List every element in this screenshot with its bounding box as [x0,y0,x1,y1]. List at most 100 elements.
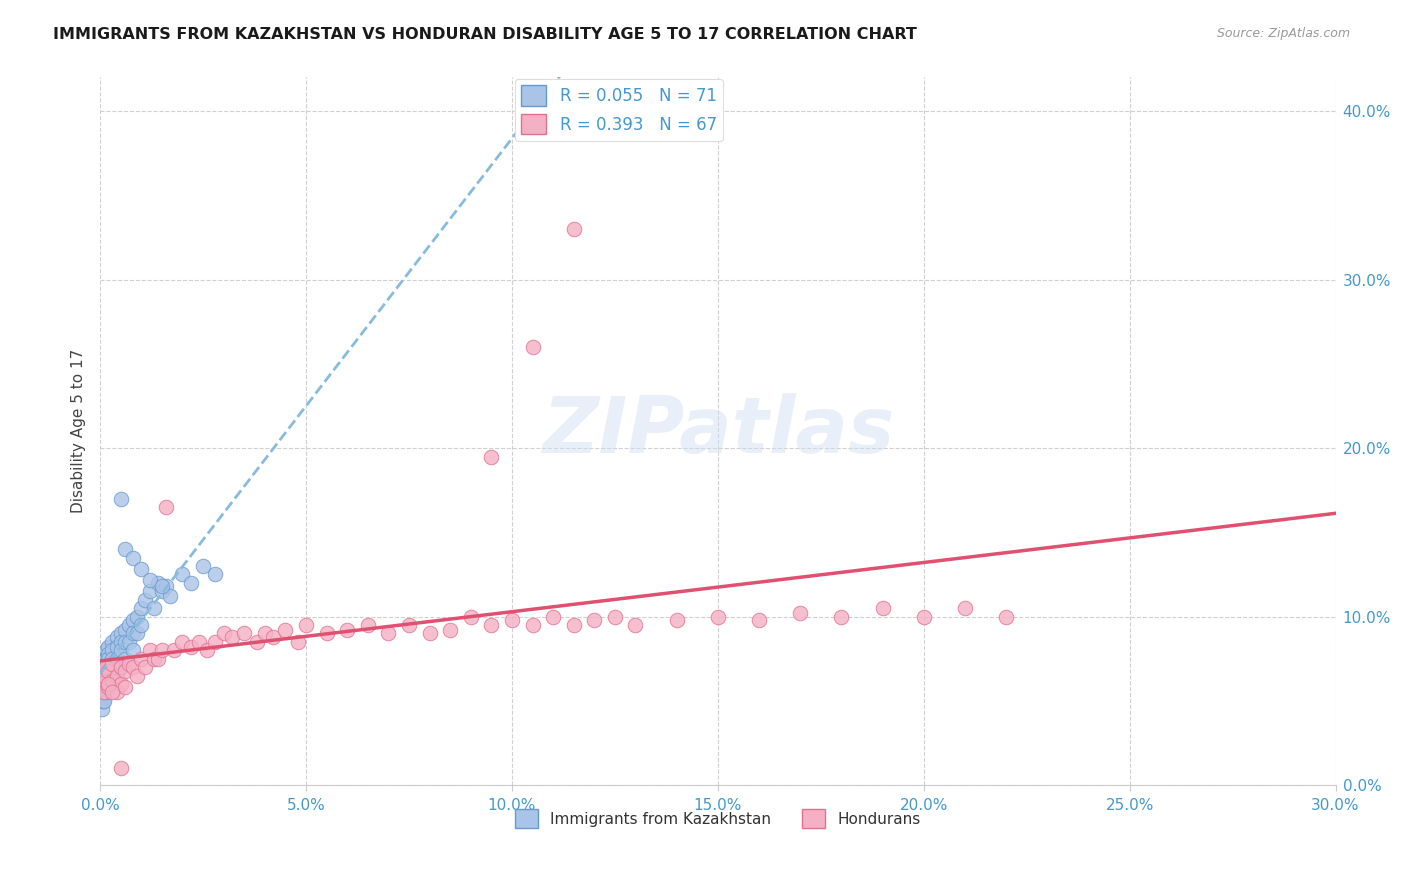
Point [163,643,186,657]
Point [188,635,211,649]
Point [97,640,120,654]
Point [114,635,136,649]
Point [97,647,120,661]
Point [96,657,118,671]
Point [101,685,124,699]
Point [583,613,606,627]
Point [522,340,544,354]
Point [93,677,115,691]
Point [479,450,502,464]
Point [105,640,128,654]
Point [91,685,114,699]
Point [110,660,132,674]
Point [912,609,935,624]
Point [127,668,149,682]
Point [131,601,153,615]
Point [101,651,124,665]
Point [114,542,136,557]
Point [93,694,115,708]
Point [180,575,202,590]
Point [830,609,852,624]
Point [138,584,160,599]
Point [142,651,165,665]
Point [419,626,441,640]
Point [93,685,115,699]
Point [603,609,626,624]
Point [180,640,202,654]
Point [91,677,114,691]
Point [995,609,1018,624]
Point [624,618,647,632]
Point [93,664,115,678]
Point [101,677,124,691]
Point [110,660,132,674]
Point [96,660,118,674]
Point [357,618,380,632]
Point [105,630,128,644]
Point [398,618,420,632]
Point [122,626,145,640]
Point [93,677,115,691]
Point [93,668,115,682]
Point [155,579,177,593]
Point [789,606,811,620]
Point [315,626,337,640]
Point [377,626,399,640]
Point [122,660,145,674]
Legend: Immigrants from Kazakhstan, Hondurans: Immigrants from Kazakhstan, Hondurans [509,803,927,834]
Point [522,618,544,632]
Point [138,643,160,657]
Point [101,664,124,678]
Text: IMMIGRANTS FROM KAZAKHSTAN VS HONDURAN DISABILITY AGE 5 TO 17 CORRELATION CHART: IMMIGRANTS FROM KAZAKHSTAN VS HONDURAN D… [53,27,917,42]
Point [172,635,194,649]
Point [97,668,120,682]
Point [110,626,132,640]
Point [93,694,115,708]
Point [91,677,114,691]
Point [872,601,894,615]
Point [101,673,124,688]
Point [97,681,120,695]
Y-axis label: Disability Age 5 to 17: Disability Age 5 to 17 [72,349,86,514]
Point [91,702,114,716]
Point [93,664,115,678]
Point [101,635,124,649]
Point [479,618,502,632]
Point [287,635,309,649]
Point [96,677,118,691]
Point [105,651,128,665]
Point [274,623,297,637]
Point [295,618,318,632]
Point [336,623,359,637]
Point [97,677,120,691]
Point [118,657,141,671]
Point [159,590,181,604]
Point [93,660,115,674]
Point [96,685,118,699]
Point [93,668,115,682]
Point [253,626,276,640]
Point [501,613,523,627]
Point [97,660,120,674]
Point [91,668,114,682]
Point [707,609,730,624]
Point [122,613,145,627]
Point [204,635,226,649]
Point [96,664,118,678]
Point [233,626,256,640]
Point [191,559,214,574]
Point [541,609,564,624]
Point [110,677,132,691]
Point [114,623,136,637]
Point [110,643,132,657]
Point [748,613,770,627]
Point [110,635,132,649]
Point [110,491,132,506]
Point [246,635,269,649]
Point [134,660,156,674]
Point [150,584,173,599]
Point [562,222,585,236]
Point [91,694,114,708]
Point [212,626,235,640]
Point [665,613,688,627]
